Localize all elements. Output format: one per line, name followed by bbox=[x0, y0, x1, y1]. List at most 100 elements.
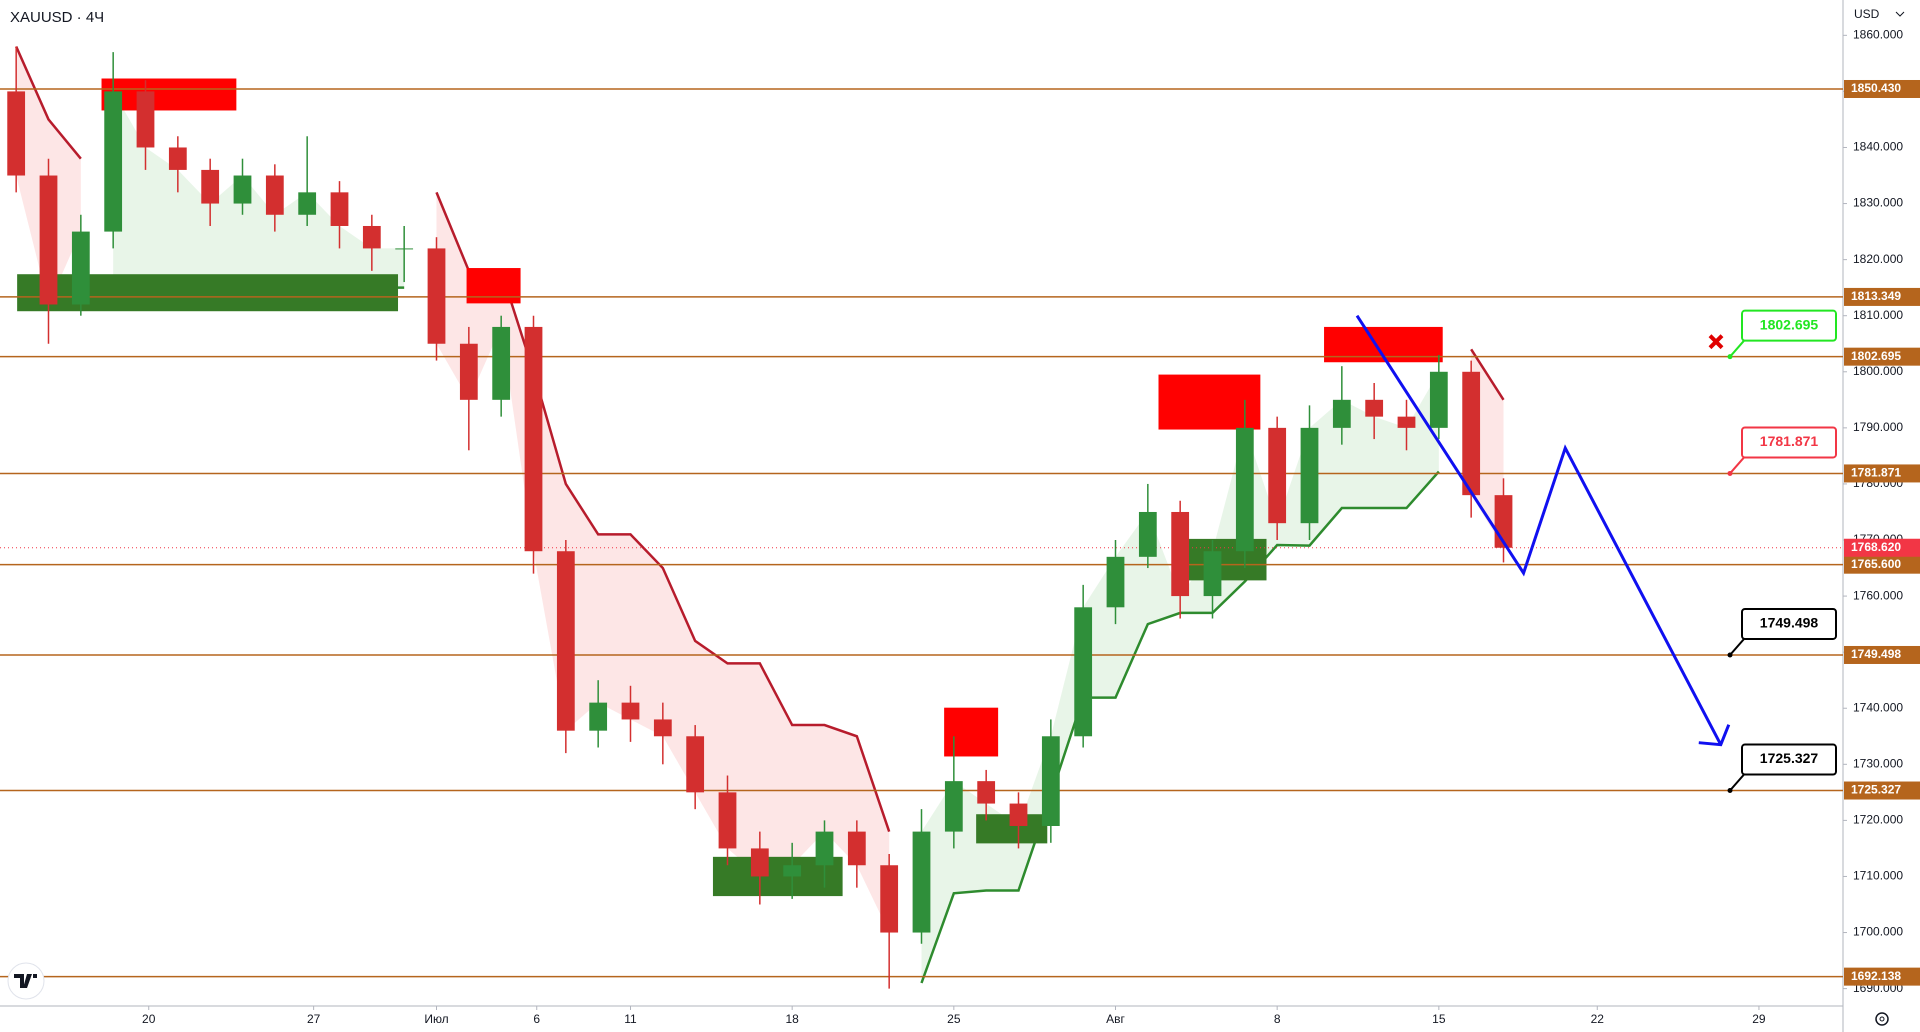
candle-body bbox=[1074, 607, 1093, 737]
y-tick-label: 1760.000 bbox=[1853, 588, 1903, 602]
candle-body bbox=[1041, 736, 1060, 826]
candle-body bbox=[395, 248, 414, 250]
y-tick-label: 1790.000 bbox=[1853, 420, 1903, 434]
x-tick-label: 11 bbox=[624, 1012, 637, 1026]
candle-body bbox=[1009, 803, 1028, 826]
candle-body bbox=[362, 225, 381, 249]
callout-anchor bbox=[1727, 470, 1733, 476]
callout-box bbox=[1741, 607, 1837, 640]
level-label: 1765.600 bbox=[1851, 557, 1901, 571]
candle-body bbox=[71, 231, 90, 305]
x-tick-label: 25 bbox=[947, 1012, 961, 1026]
callout-anchor bbox=[1727, 354, 1733, 360]
price-label-bg bbox=[1844, 538, 1920, 557]
x-tick-label: 8 bbox=[1274, 1012, 1281, 1026]
candle-body bbox=[977, 781, 996, 804]
x-tick-label: Авг bbox=[1106, 1012, 1125, 1026]
currency-label[interactable]: USD bbox=[1854, 7, 1880, 21]
projection-arrowhead bbox=[1698, 724, 1731, 747]
candle-body bbox=[298, 192, 317, 215]
candle-body bbox=[1397, 416, 1416, 428]
candle-body bbox=[233, 175, 252, 204]
zone bbox=[1158, 374, 1261, 430]
chart-title: XAUUSD · 4Ч bbox=[10, 9, 104, 26]
candle-body bbox=[7, 91, 26, 176]
tv-logo bbox=[7, 962, 45, 1000]
settings-icon[interactable] bbox=[1875, 1012, 1889, 1026]
level-label-bg bbox=[1844, 781, 1920, 800]
callout-anchor bbox=[1727, 652, 1733, 658]
y-tick-label: 1800.000 bbox=[1853, 364, 1903, 378]
candle-body bbox=[815, 831, 834, 866]
cancel-mark bbox=[1708, 334, 1724, 350]
y-tick-label: 1700.000 bbox=[1853, 925, 1903, 939]
candle-body bbox=[718, 792, 737, 849]
level-label: 1725.327 bbox=[1851, 783, 1901, 797]
level-label: 1802.695 bbox=[1851, 349, 1901, 363]
zone bbox=[466, 268, 521, 304]
candle-body bbox=[136, 91, 155, 148]
candle-body bbox=[1429, 371, 1448, 428]
x-tick-label: 18 bbox=[785, 1012, 799, 1026]
level-label-bg bbox=[1844, 347, 1920, 366]
candle-body bbox=[492, 326, 511, 400]
callout-label: 1749.498 bbox=[1760, 615, 1819, 631]
callout-pointer bbox=[1729, 340, 1745, 358]
candle-body bbox=[589, 702, 608, 731]
candle-body bbox=[1138, 511, 1157, 557]
y-tick-label: 1720.000 bbox=[1853, 813, 1903, 827]
callout-label: 1781.871 bbox=[1760, 433, 1819, 449]
level-label-bg bbox=[1844, 464, 1920, 483]
level-label: 1850.430 bbox=[1851, 81, 1901, 95]
x-tick-label: 20 bbox=[142, 1012, 156, 1026]
candle-body bbox=[201, 169, 220, 204]
level-label-bg bbox=[1844, 287, 1920, 306]
candle-body bbox=[1235, 427, 1254, 552]
candle-body bbox=[847, 831, 866, 866]
x-tick-label: 29 bbox=[1752, 1012, 1766, 1026]
level-label-bg bbox=[1844, 79, 1920, 98]
level-label: 1781.871 bbox=[1851, 466, 1901, 480]
callout-pointer bbox=[1729, 773, 1745, 792]
plot-area bbox=[0, 46, 1843, 989]
candle-body bbox=[39, 175, 58, 305]
level-label-bg bbox=[1844, 645, 1920, 664]
y-tick-label: 1830.000 bbox=[1853, 196, 1903, 210]
x-tick-label: Июл bbox=[424, 1012, 448, 1026]
y-tick-label: 1740.000 bbox=[1853, 700, 1903, 714]
x-tick-label: 22 bbox=[1591, 1012, 1605, 1026]
x-tick-label: 6 bbox=[533, 1012, 540, 1026]
x-tick-label: 27 bbox=[307, 1012, 321, 1026]
candle-body bbox=[880, 865, 899, 933]
candle-body bbox=[556, 551, 575, 731]
callout-pointer bbox=[1729, 456, 1745, 475]
y-tick-label: 1860.000 bbox=[1853, 27, 1903, 41]
currency-caret[interactable] bbox=[1895, 11, 1905, 17]
callout-box bbox=[1741, 426, 1837, 459]
price-label: 1768.620 bbox=[1851, 540, 1901, 554]
level-label: 1813.349 bbox=[1851, 289, 1901, 303]
callout-anchor bbox=[1727, 788, 1733, 794]
candle-body bbox=[750, 848, 769, 877]
candle-body bbox=[459, 343, 478, 400]
candle-body bbox=[621, 702, 640, 720]
candle-body bbox=[1365, 399, 1384, 417]
trend-fill bbox=[436, 192, 890, 933]
level-label: 1692.138 bbox=[1851, 969, 1901, 983]
projection-line bbox=[1355, 314, 1723, 746]
zone bbox=[101, 78, 237, 111]
callout-box bbox=[1741, 743, 1837, 776]
candle-body bbox=[783, 865, 802, 877]
y-tick-label: 1820.000 bbox=[1853, 252, 1903, 266]
candle-body bbox=[168, 147, 187, 170]
y-tick-label: 1730.000 bbox=[1853, 756, 1903, 770]
x-tick-label: 15 bbox=[1432, 1012, 1446, 1026]
candle-body bbox=[1462, 371, 1481, 496]
callout-label: 1725.327 bbox=[1760, 750, 1819, 766]
y-tick-label: 1840.000 bbox=[1853, 140, 1903, 154]
candle-body bbox=[524, 326, 543, 552]
zone bbox=[944, 707, 999, 757]
candle-body bbox=[1106, 556, 1125, 608]
